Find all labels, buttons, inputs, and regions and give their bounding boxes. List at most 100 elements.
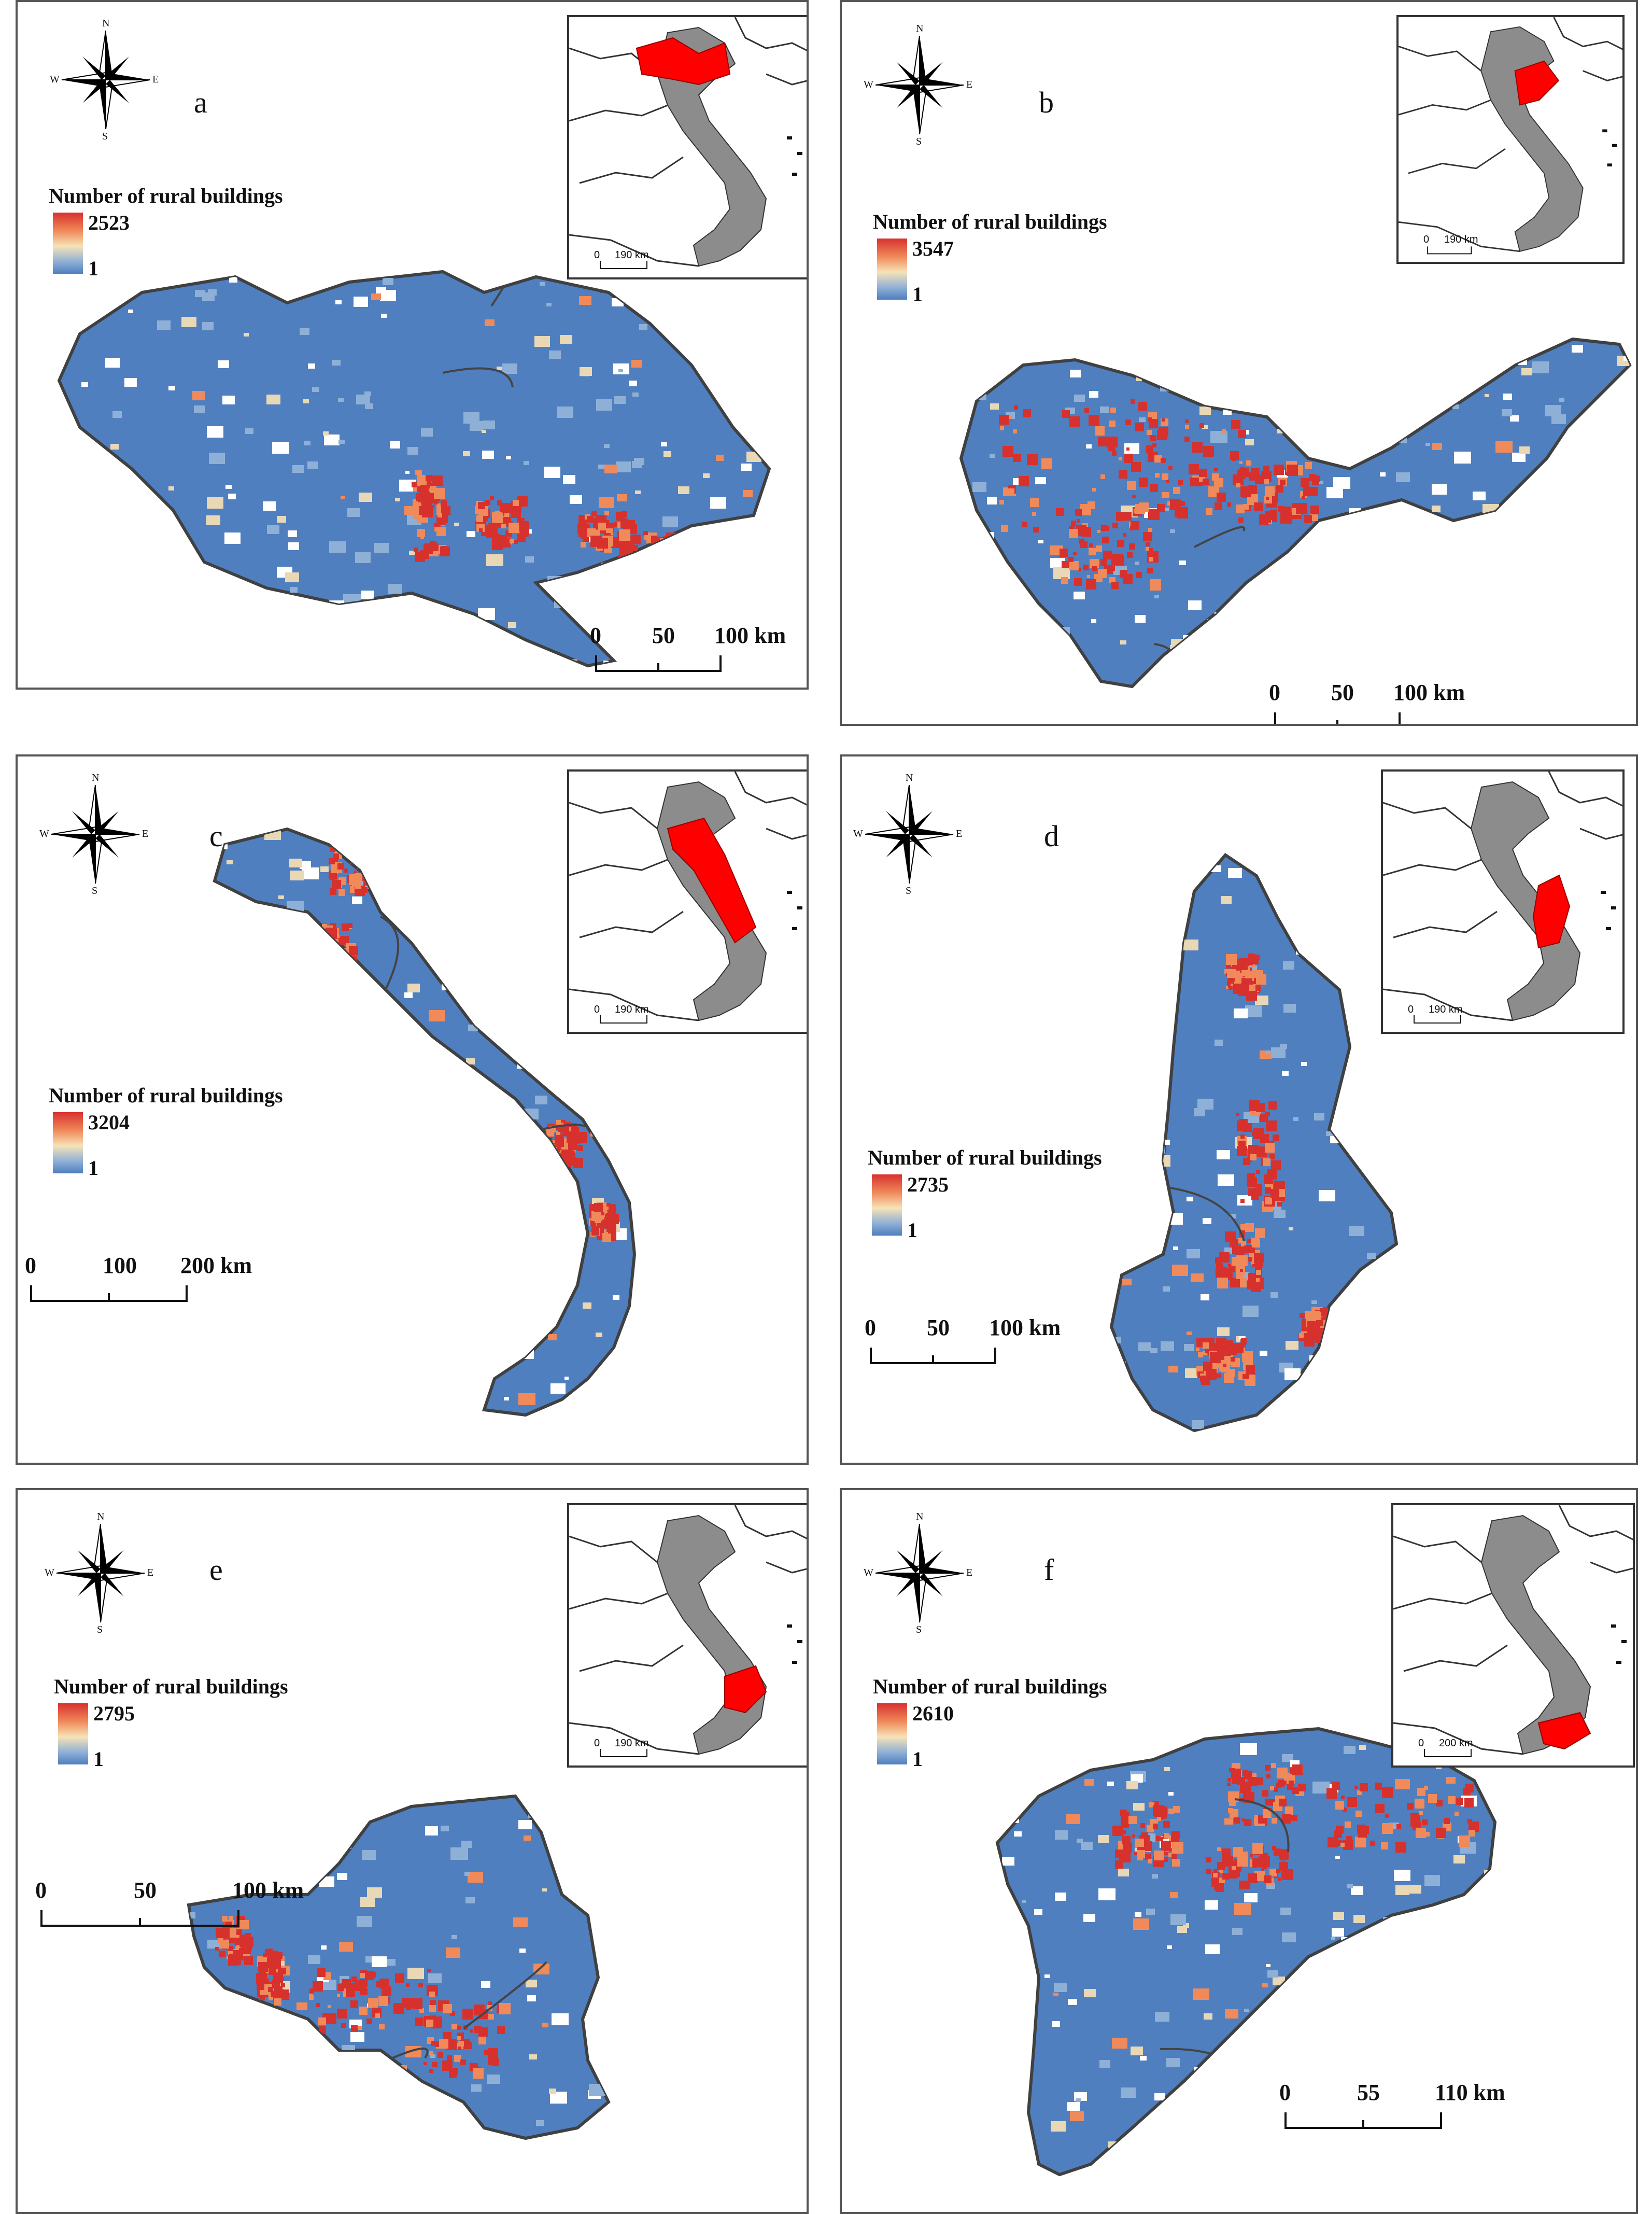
map-panel-a: a N S E W Number of rural buildings 2523 1 0 50… (16, 0, 809, 690)
inset-scale-label: 200 km (1439, 1737, 1473, 1749)
scale-label: 0 (590, 623, 601, 648)
legend-title: Number of rural buildings (873, 210, 1107, 233)
map-b (959, 337, 1632, 689)
locator-inset-map: 0 190 km (1381, 769, 1625, 1034)
compass-label-s: S (102, 131, 108, 142)
locator-inset-map: 0 190 km (567, 1503, 807, 1768)
scale-bar: 0 50 100 km (865, 1311, 1106, 1374)
scale-label: 200 km (180, 1253, 252, 1278)
compass-label-s: S (916, 1624, 922, 1635)
scale-label: 100 km (232, 1877, 304, 1903)
panel-letter: d (1044, 819, 1059, 853)
compass-label-e: E (966, 1567, 973, 1578)
compass-label-w: W (39, 828, 49, 839)
compass-label-n: N (906, 772, 913, 783)
compass-label-e: E (142, 828, 149, 839)
legend-title: Number of rural buildings (873, 1675, 1107, 1698)
panel-letter: e (209, 1553, 223, 1587)
inset-scale-label: 190 km (615, 1737, 649, 1749)
study-region-c (213, 827, 637, 1417)
legend-max: 2735 (907, 1173, 949, 1196)
compass-label-n: N (916, 1511, 924, 1522)
legend-title: Number of rural buildings (868, 1146, 1102, 1169)
inset-scale-label: 0 (1418, 1737, 1424, 1749)
highlighted-region (1514, 60, 1560, 106)
scale-label: 0 (865, 1315, 876, 1340)
inset-scale-label: 0 (594, 1004, 600, 1015)
legend-color-ramp (877, 239, 907, 300)
legend-max: 2523 (88, 211, 130, 234)
legend-max: 3547 (912, 237, 954, 260)
compass-label-s: S (97, 1624, 103, 1635)
compass-label-e: E (966, 79, 973, 90)
inset-scale-label: 0 (1408, 1004, 1414, 1015)
legend-max: 2795 (93, 1702, 135, 1725)
legend-min: 1 (912, 283, 923, 306)
inset-scale-label: 190 km (1429, 1004, 1463, 1015)
north-arrow-icon: N S E W (38, 772, 152, 896)
study-region-e (187, 1794, 611, 2140)
highlighted-region (1537, 1712, 1591, 1750)
compass-label-s: S (92, 885, 98, 896)
map-e (187, 1794, 611, 2140)
panel-letter: f (1044, 1553, 1054, 1587)
inset-scale-label: 0 (594, 1737, 600, 1749)
legend-max: 3204 (88, 1111, 130, 1134)
north-arrow-icon: N S E W (863, 1511, 977, 1635)
map-d (1109, 853, 1399, 1433)
locator-inset-map: 0 190 km (1396, 15, 1625, 264)
map-panel-f: f N S E W Number of rural buildings 2610 1 0 55… (840, 1488, 1638, 2214)
highlighted-region (667, 817, 757, 944)
compass-label-n: N (97, 1511, 105, 1522)
north-arrow-icon: N S E W (852, 772, 966, 896)
inset-scale-label: 190 km (615, 1004, 649, 1015)
compass-label-e: E (956, 828, 963, 839)
map-panel-b: b N S E W Number of rural buildings 3547 1 0 50… (840, 0, 1638, 726)
map-c (213, 827, 637, 1417)
compass-label-e: E (147, 1567, 154, 1578)
highlighted-region (636, 37, 731, 86)
legend-min: 1 (88, 1156, 98, 1180)
scale-bar: 0 50 100 km (590, 619, 807, 681)
scale-label: 50 (134, 1877, 157, 1903)
highlighted-region (724, 1665, 767, 1714)
compass-label-n: N (92, 772, 100, 783)
legend-color-ramp (53, 213, 83, 274)
map-panel-e: e N S E W Number of rural buildings 2795 1 0 50… (16, 1488, 809, 2214)
scale-label: 100 (103, 1253, 137, 1278)
study-region-f (995, 1727, 1497, 2177)
legend-color-ramp (58, 1703, 88, 1764)
scale-label: 0 (1279, 2080, 1291, 2105)
legend-color-ramp (53, 1112, 83, 1173)
scale-label: 0 (1269, 680, 1280, 705)
locator-inset-map: 0 200 km (1391, 1503, 1635, 1768)
legend-min: 1 (907, 1218, 917, 1242)
compass-label-s: S (916, 136, 922, 147)
legend-title: Number of rural buildings (54, 1675, 288, 1698)
compass-label-e: E (152, 74, 159, 85)
legend-min: 1 (88, 257, 98, 280)
highlighted-region (1532, 874, 1571, 949)
map-panel-d: d N S E W Number of rural buildings 2735 1 0 50… (840, 754, 1638, 1465)
compass-label-w: W (50, 74, 60, 85)
compass-label-s: S (906, 885, 912, 896)
map-a (57, 270, 771, 668)
map-panel-c: c N S E W Number of rural buildings 3204 1 0 10… (16, 754, 809, 1465)
inset-scale-label: 0 (1423, 234, 1430, 245)
legend-title: Number of rural buildings (49, 1084, 283, 1107)
scale-label: 50 (652, 623, 675, 648)
scale-bar: 0 50 100 km (35, 1874, 349, 1936)
compass-label-w: W (853, 828, 863, 839)
compass-label-n: N (102, 18, 110, 29)
scale-label: 100 km (714, 623, 786, 648)
north-arrow-icon: N S E W (863, 23, 977, 147)
north-arrow-icon: N S E W (44, 1511, 158, 1635)
legend-title: Number of rural buildings (49, 184, 283, 207)
inset-scale-label: 190 km (615, 249, 649, 261)
locator-inset-map: 0 190 km (567, 15, 807, 279)
compass-label-w: W (864, 1567, 873, 1578)
map-f (995, 1727, 1497, 2177)
inset-scale-label: 190 km (1444, 234, 1478, 245)
compass-label-n: N (916, 23, 924, 34)
north-arrow-icon: N S E W (49, 18, 163, 142)
